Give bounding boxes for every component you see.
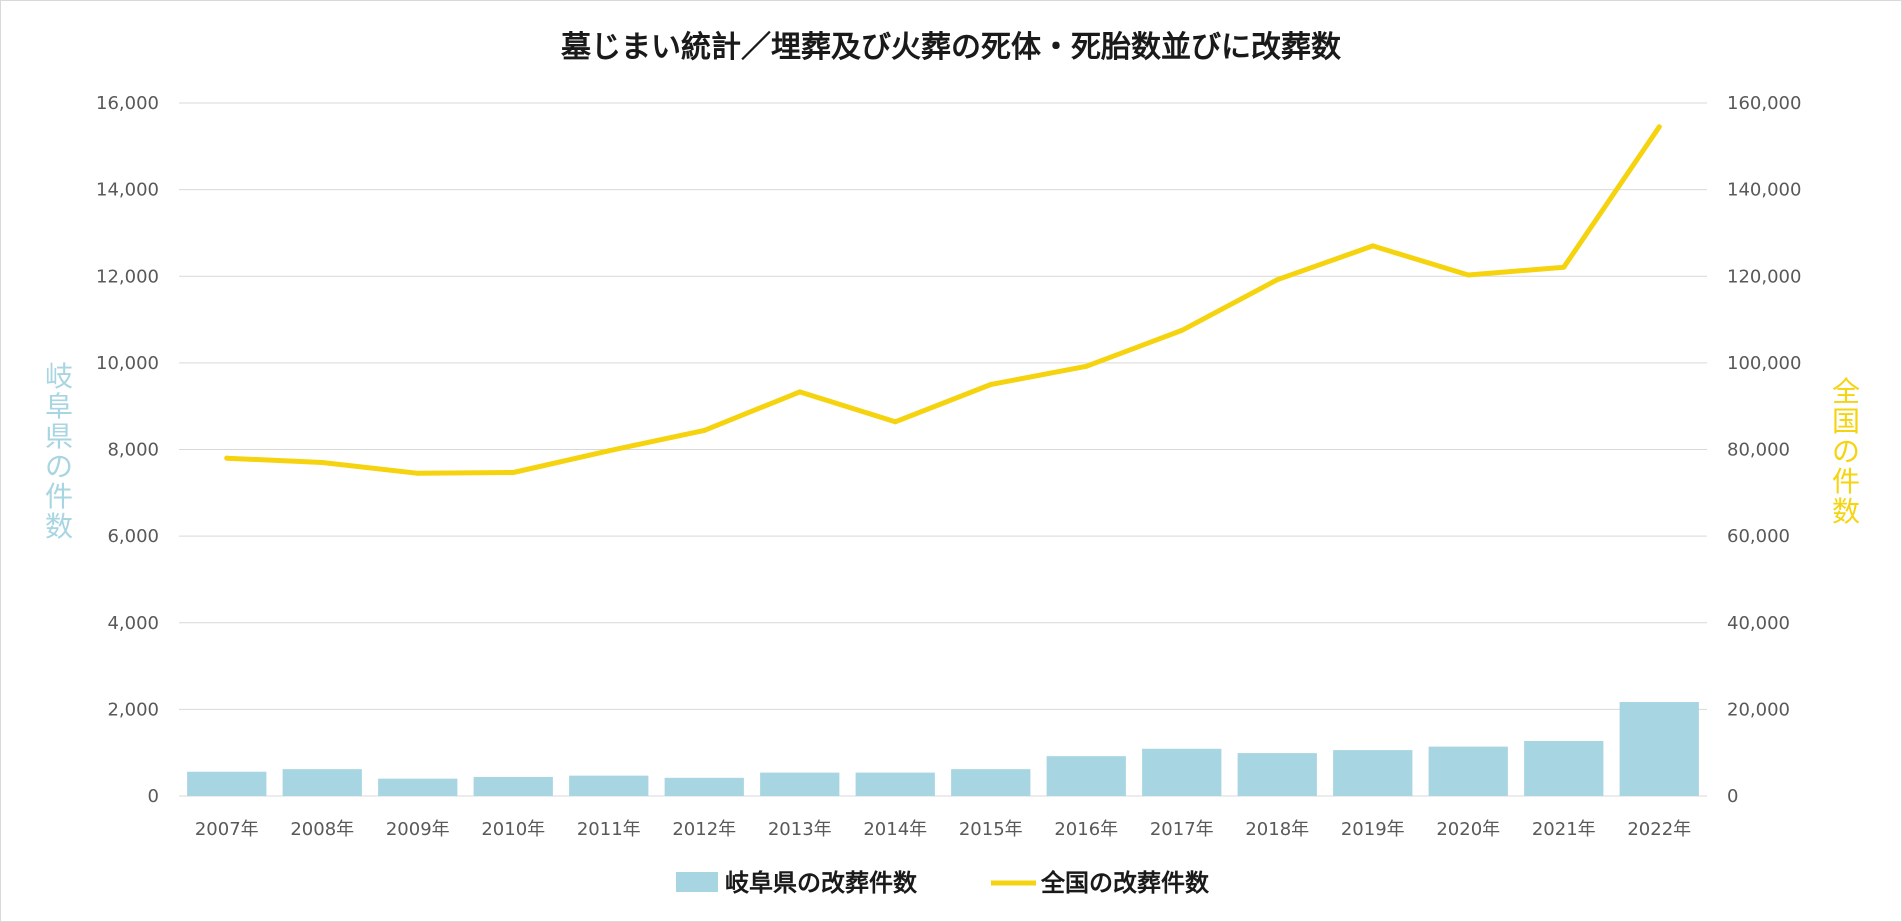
right-tick-label: 80,000 — [1727, 440, 1790, 461]
left-axis-title-text: 岐阜県の件数 — [45, 360, 73, 543]
bar — [1524, 740, 1604, 796]
left-axis-ticks: 0 2,000 4,000 6,000 8,000 10,000 12,000 14,000 1… — [96, 93, 159, 807]
right-tick-label: 100,000 — [1727, 353, 1801, 374]
x-tick-label: 2016年 — [1054, 819, 1118, 840]
line-point — [1083, 363, 1089, 369]
x-tick-label: 2019年 — [1341, 819, 1405, 840]
x-tick-label: 2013年 — [768, 819, 832, 840]
left-tick-label: 6,000 — [107, 526, 159, 547]
right-tick-label: 160,000 — [1727, 93, 1801, 114]
left-tick-label: 4,000 — [107, 613, 159, 634]
right-axis-ticks: 0 20,000 40,000 60,000 80,000 100,000 120,000 1… — [1727, 93, 1801, 807]
left-tick-label: 12,000 — [96, 266, 159, 287]
left-axis-title: 岐阜県の件数 — [45, 360, 73, 543]
bar — [664, 777, 744, 796]
right-tick-label: 20,000 — [1727, 699, 1790, 720]
right-tick-label: 120,000 — [1727, 266, 1801, 287]
line-point — [892, 419, 898, 425]
bar — [1142, 748, 1222, 796]
line-point — [606, 448, 612, 454]
bar — [282, 769, 362, 796]
x-tick-label: 2021年 — [1532, 819, 1596, 840]
x-tick-label: 2008年 — [290, 819, 354, 840]
x-tick-label: 2014年 — [863, 819, 927, 840]
left-tick-label: 8,000 — [107, 440, 159, 461]
legend-label-gifu: 岐阜県の改葬件数 — [725, 869, 918, 897]
right-axis-title-text: 全国の件数 — [1832, 375, 1860, 528]
x-tick-label: 2007年 — [195, 819, 259, 840]
bar-series — [187, 702, 1699, 796]
legend: 岐阜県の改葬件数 全国の改葬件数 — [676, 869, 1210, 897]
bar — [473, 776, 553, 796]
bar — [951, 769, 1031, 796]
national-series-line — [224, 124, 1662, 476]
legend-swatch-gifu — [676, 872, 718, 892]
bar — [1428, 746, 1508, 796]
line-series — [224, 124, 1662, 476]
x-tick-label: 2010年 — [481, 819, 545, 840]
x-tick-label: 2011年 — [577, 819, 641, 840]
line-point — [988, 382, 994, 388]
right-tick-label: 40,000 — [1727, 613, 1790, 634]
x-tick-label: 2018年 — [1245, 819, 1309, 840]
x-tick-label: 2020年 — [1436, 819, 1500, 840]
x-axis-ticks: 2007年 2008年 2009年 2010年 2011年 2012年 2013年 2014年… — [195, 819, 1691, 840]
x-tick-label: 2015年 — [959, 819, 1023, 840]
bar — [1237, 753, 1317, 796]
line-point — [415, 470, 421, 476]
right-tick-label: 60,000 — [1727, 526, 1790, 547]
x-tick-label: 2022年 — [1627, 819, 1691, 840]
x-tick-label: 2017年 — [1150, 819, 1214, 840]
bar — [187, 771, 267, 796]
bar — [760, 772, 840, 796]
legend-label-national: 全国の改葬件数 — [1040, 869, 1210, 897]
line-point — [319, 459, 325, 465]
bar — [1333, 750, 1413, 796]
bar — [855, 772, 935, 796]
line-point — [1656, 124, 1662, 130]
left-tick-label: 10,000 — [96, 353, 159, 374]
right-tick-label: 140,000 — [1727, 180, 1801, 201]
line-point — [797, 389, 803, 395]
line-point — [1561, 264, 1567, 270]
line-point — [1274, 277, 1280, 283]
line-point — [1465, 272, 1471, 278]
x-tick-label: 2012年 — [672, 819, 736, 840]
right-tick-label: 0 — [1727, 786, 1738, 807]
left-tick-label: 0 — [148, 786, 159, 807]
line-point — [224, 455, 230, 461]
left-tick-label: 2,000 — [107, 699, 159, 720]
left-tick-label: 16,000 — [96, 93, 159, 114]
chart-title: 墓じまい統計／埋葬及び火葬の死体・死胎数並びに改葬数 — [560, 30, 1342, 65]
bar — [569, 775, 649, 796]
left-tick-label: 14,000 — [96, 180, 159, 201]
bar — [1046, 756, 1126, 796]
line-point — [701, 427, 707, 433]
right-axis-title: 全国の件数 — [1832, 375, 1860, 528]
line-point — [1179, 327, 1185, 333]
line-point — [510, 469, 516, 475]
x-tick-label: 2009年 — [386, 819, 450, 840]
line-point — [1370, 243, 1376, 249]
bar — [378, 778, 458, 796]
gridlines — [179, 102, 1707, 797]
bar — [1619, 702, 1699, 796]
